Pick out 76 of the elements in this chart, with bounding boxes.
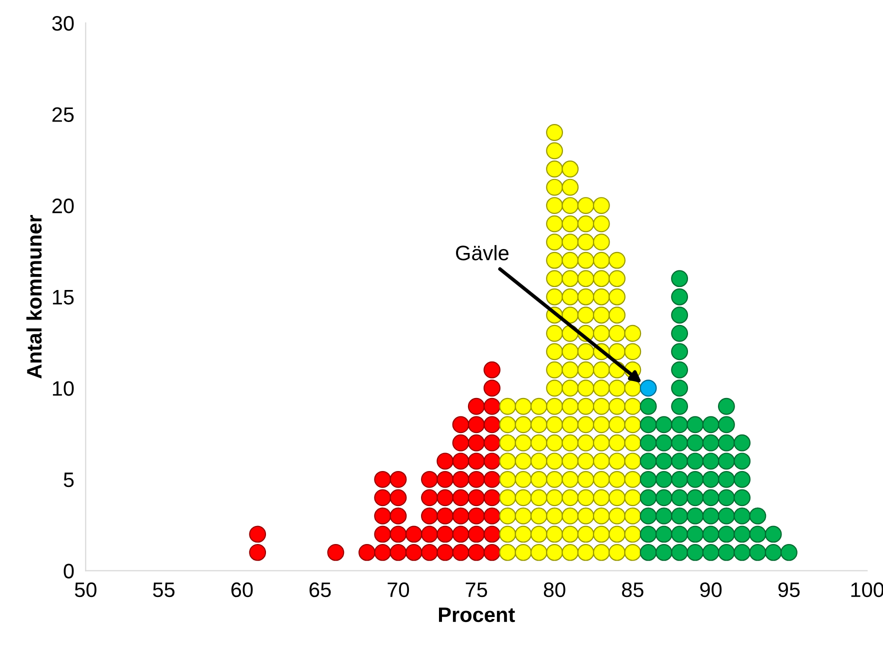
point <box>484 526 500 543</box>
point <box>468 434 485 452</box>
point <box>484 452 500 470</box>
point <box>452 489 470 506</box>
y-tick-label: 0 <box>64 564 74 578</box>
x-tick-label: 50 <box>74 582 96 598</box>
point <box>390 526 407 543</box>
point <box>640 380 657 397</box>
point <box>484 380 500 397</box>
point <box>452 544 470 561</box>
point <box>484 434 500 452</box>
y-tick-label: 25 <box>52 107 74 122</box>
point <box>436 507 454 524</box>
point <box>452 526 470 543</box>
point <box>390 544 407 561</box>
point <box>374 544 392 561</box>
point <box>468 507 485 524</box>
x-tick-label: 70 <box>388 582 410 598</box>
point <box>405 526 422 543</box>
point <box>327 544 344 561</box>
point <box>390 507 407 524</box>
point <box>436 470 454 488</box>
point <box>484 398 500 415</box>
point <box>452 416 470 434</box>
point <box>468 544 485 561</box>
point <box>468 526 485 543</box>
point <box>421 544 438 561</box>
point <box>421 526 438 543</box>
point <box>452 452 470 470</box>
y-tick-label: 20 <box>52 198 74 214</box>
point <box>452 434 470 452</box>
point <box>484 544 500 561</box>
x-tick-label: 85 <box>622 582 644 598</box>
point <box>484 507 500 524</box>
x-tick-label: 80 <box>544 582 566 598</box>
x-tick-label: 65 <box>310 582 331 598</box>
point <box>405 544 422 561</box>
point <box>452 507 470 524</box>
point <box>374 507 392 524</box>
point <box>484 470 500 488</box>
point <box>374 470 392 488</box>
point <box>358 544 376 561</box>
point <box>468 398 485 415</box>
point <box>421 489 438 506</box>
y-tick-label: 10 <box>52 381 74 396</box>
y-tick-label: 30 <box>52 16 74 31</box>
point <box>484 361 500 378</box>
y-tick-label: 15 <box>52 290 74 305</box>
point <box>421 470 438 488</box>
point <box>452 470 470 488</box>
point <box>249 526 266 543</box>
point <box>484 489 500 506</box>
point <box>468 470 485 488</box>
point <box>374 526 392 543</box>
point <box>468 452 485 470</box>
point <box>390 470 407 488</box>
point <box>374 489 392 506</box>
point <box>436 489 454 506</box>
point <box>468 416 485 434</box>
point <box>436 452 454 470</box>
point <box>436 526 454 543</box>
point <box>249 544 266 561</box>
x-tick-label: 95 <box>778 582 800 598</box>
x-tick-label: 55 <box>153 582 175 598</box>
point <box>390 489 407 506</box>
point <box>468 489 485 506</box>
x-tick-label: 90 <box>700 582 722 598</box>
point <box>421 507 438 524</box>
y-tick-label: 5 <box>64 472 74 488</box>
x-axis-title: Procent <box>438 608 515 622</box>
text: Gävle <box>456 245 508 260</box>
point <box>436 544 454 561</box>
y-axis-title: Antal kommuner <box>26 214 42 379</box>
point <box>484 416 500 434</box>
x-tick-label: 75 <box>466 582 488 598</box>
x-tick-label: 60 <box>231 582 253 598</box>
